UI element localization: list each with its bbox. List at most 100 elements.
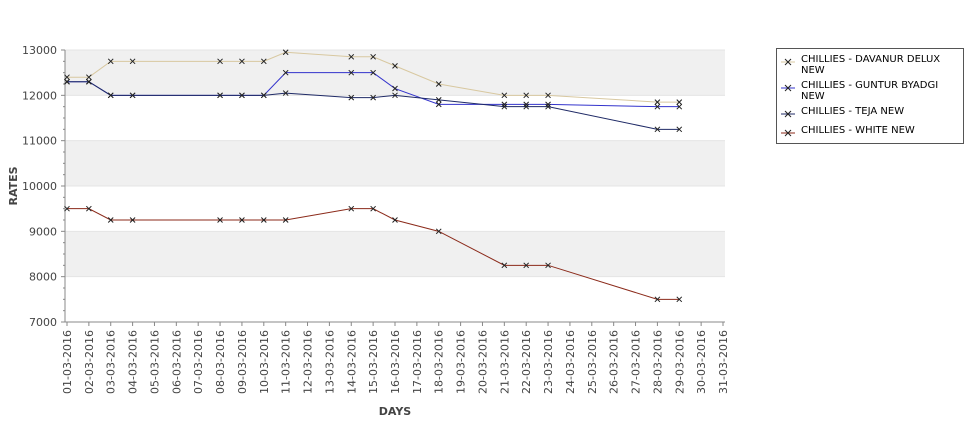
data-point-marker	[435, 81, 442, 87]
data-point-marker	[435, 97, 442, 103]
y-tick-label: 10000	[22, 180, 57, 193]
marker-stroke	[86, 205, 92, 212]
marker-stroke	[654, 126, 661, 133]
marker-stroke	[348, 69, 355, 76]
data-point-marker	[86, 78, 92, 85]
data-point-marker	[545, 103, 551, 110]
data-point-marker	[523, 103, 530, 110]
marker-stroke	[86, 74, 92, 81]
x-tick-label: 19-03-2016	[455, 330, 468, 394]
marker-stroke	[348, 94, 355, 101]
marker-stroke	[64, 205, 70, 212]
x-tick-label: 24-03-2016	[564, 330, 577, 394]
legend-swatch-marker	[784, 84, 792, 92]
data-point-marker	[282, 49, 289, 56]
data-point-marker	[523, 92, 530, 99]
data-point-marker	[370, 94, 376, 101]
marker-stroke	[676, 126, 683, 133]
grid-band	[65, 276, 725, 322]
data-point-marker	[282, 90, 289, 96]
x-tick-label: 21-03-2016	[498, 330, 511, 394]
marker-stroke	[260, 58, 267, 65]
marker-stroke	[370, 69, 376, 76]
marker-stroke	[654, 103, 661, 110]
data-point-marker	[392, 85, 398, 92]
x-tick-label: 05-03-2016	[148, 330, 161, 394]
data-point-marker	[501, 262, 508, 269]
x-tick-label: 07-03-2016	[192, 330, 205, 394]
marker-stroke	[545, 103, 551, 110]
marker-stroke	[129, 217, 136, 223]
x-tick-label: 30-03-2016	[695, 330, 708, 394]
data-point-marker	[676, 103, 683, 110]
marker-stroke	[129, 92, 136, 99]
data-point-marker	[260, 92, 267, 99]
data-point-marker	[217, 92, 223, 99]
data-point-marker	[654, 296, 661, 303]
marker-stroke	[523, 92, 530, 99]
x-tick-label: 11-03-2016	[280, 330, 293, 394]
data-point-marker	[64, 74, 70, 81]
data-point-marker	[217, 217, 223, 223]
series-4	[64, 205, 683, 303]
legend-swatch	[781, 84, 795, 92]
marker-stroke	[676, 296, 683, 303]
marker-stroke	[348, 53, 355, 60]
data-point-marker	[107, 92, 114, 99]
data-point-marker	[64, 78, 70, 85]
grid-band	[65, 231, 725, 277]
marker-stroke	[282, 217, 289, 223]
x-tick-label: 12-03-2016	[302, 330, 315, 394]
marker-stroke	[239, 217, 245, 223]
data-point-marker	[239, 217, 245, 223]
y-axis-title: RATES	[7, 166, 20, 205]
x-axis-title: DAYS	[379, 405, 412, 418]
marker-stroke	[239, 58, 245, 65]
marker-stroke	[348, 205, 355, 212]
x-tick-label: 29-03-2016	[673, 330, 686, 394]
data-point-marker	[86, 205, 92, 212]
data-point-marker	[370, 205, 376, 212]
data-point-marker	[676, 296, 683, 303]
grid-band	[65, 140, 725, 186]
data-point-marker	[107, 58, 114, 65]
data-point-marker	[239, 58, 245, 65]
data-point-marker	[348, 94, 355, 101]
grid-band	[65, 50, 725, 96]
data-point-marker	[501, 92, 508, 99]
marker-stroke	[545, 101, 551, 108]
y-tick-label: 8000	[29, 271, 57, 284]
x-tick-label: 25-03-2016	[586, 330, 599, 394]
legend-item: CHILLIES - TEJA NEW	[777, 103, 963, 122]
marker-stroke	[129, 58, 136, 65]
data-point-marker	[239, 92, 245, 99]
x-tick-label: 16-03-2016	[389, 330, 402, 394]
x-tick-label: 26-03-2016	[608, 330, 621, 394]
legend-label: CHILLIES - GUNTUR BYADGI NEW	[801, 80, 939, 102]
data-point-marker	[370, 69, 376, 76]
x-tick-label: 28-03-2016	[651, 330, 664, 394]
marker-stroke	[435, 228, 442, 235]
data-point-marker	[129, 58, 136, 65]
legend-label: CHILLIES - TEJA NEW	[801, 106, 905, 117]
data-point-marker	[64, 205, 70, 212]
series-1	[64, 49, 683, 105]
x-tick-label: 09-03-2016	[236, 330, 249, 394]
x-tick-label: 04-03-2016	[127, 330, 140, 394]
marker-stroke	[676, 99, 683, 105]
x-tick-label: 15-03-2016	[367, 330, 380, 394]
marker-stroke	[217, 58, 223, 65]
marker-stroke	[370, 94, 376, 101]
legend-swatch	[781, 58, 795, 66]
data-point-marker	[260, 58, 267, 65]
marker-stroke	[86, 78, 92, 85]
marker-stroke	[523, 262, 530, 269]
x-tick-label: 10-03-2016	[258, 330, 271, 394]
marker-stroke	[282, 49, 289, 56]
x-tick-label: 14-03-2016	[345, 330, 358, 394]
y-tick-label: 9000	[29, 225, 57, 238]
x-tick-label: 08-03-2016	[214, 330, 227, 394]
data-point-marker	[676, 99, 683, 105]
